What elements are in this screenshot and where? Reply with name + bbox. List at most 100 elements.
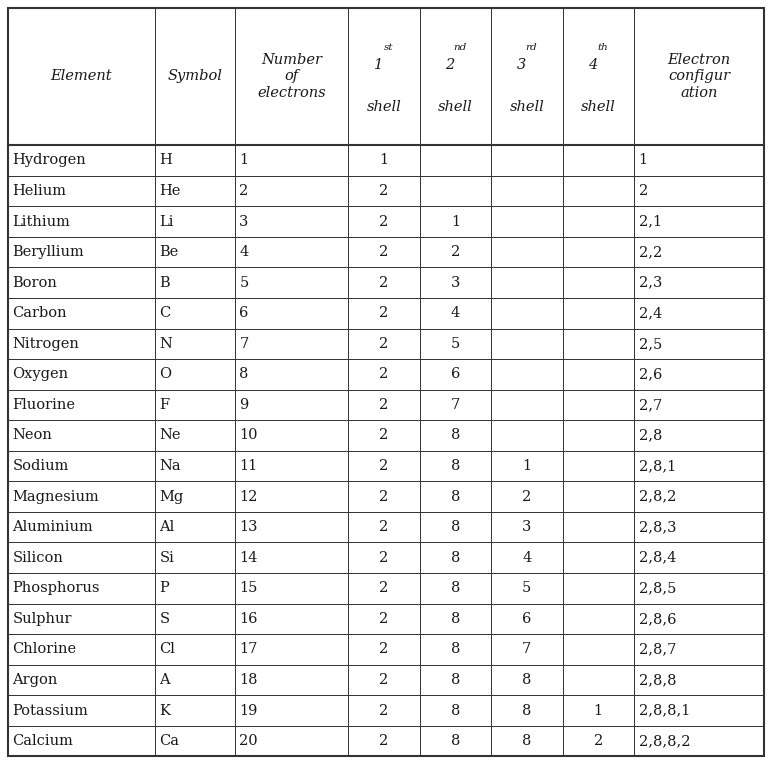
Text: F: F (160, 398, 170, 412)
Bar (491, 726, 563, 756)
Text: 7: 7 (522, 643, 531, 656)
Bar (235, 604, 348, 634)
Bar (235, 573, 348, 604)
Text: Beryllium: Beryllium (12, 245, 84, 259)
Bar (348, 726, 420, 756)
Bar (8, 8, 155, 145)
Bar (563, 359, 634, 390)
Bar (235, 512, 348, 542)
Bar (155, 206, 235, 237)
Bar (420, 604, 491, 634)
Text: Oxygen: Oxygen (12, 367, 69, 381)
Text: 2: 2 (522, 490, 531, 503)
Bar (634, 329, 764, 359)
Text: H: H (160, 154, 172, 167)
Bar (491, 329, 563, 359)
Bar (420, 359, 491, 390)
Bar (348, 298, 420, 329)
Bar (420, 206, 491, 237)
Bar (563, 634, 634, 665)
Bar (348, 604, 420, 634)
Text: 2: 2 (379, 673, 388, 687)
Bar (420, 512, 491, 542)
Bar (155, 176, 235, 206)
Bar (634, 512, 764, 542)
Text: 8: 8 (451, 490, 460, 503)
Text: 6: 6 (239, 306, 249, 320)
Text: 2,5: 2,5 (638, 337, 662, 351)
Text: 2: 2 (379, 276, 388, 290)
Bar (634, 390, 764, 420)
Bar (348, 267, 420, 298)
Bar (563, 206, 634, 237)
Bar (563, 542, 634, 573)
Text: 2,8,8,2: 2,8,8,2 (638, 734, 690, 748)
Text: 2,8,3: 2,8,3 (638, 520, 676, 534)
Bar (155, 573, 235, 604)
Bar (235, 176, 348, 206)
Text: Li: Li (160, 215, 174, 228)
Bar (235, 451, 348, 481)
Bar (235, 390, 348, 420)
Text: 1: 1 (594, 704, 603, 717)
Text: 4: 4 (239, 245, 249, 259)
Bar (420, 176, 491, 206)
Text: 2: 2 (445, 58, 454, 72)
Text: 2,1: 2,1 (638, 215, 662, 228)
Bar (8, 604, 155, 634)
Text: 8: 8 (451, 429, 460, 442)
Bar (634, 145, 764, 176)
Text: 7: 7 (451, 398, 460, 412)
Bar (634, 542, 764, 573)
Bar (491, 298, 563, 329)
Bar (563, 267, 634, 298)
Text: Lithium: Lithium (12, 215, 70, 228)
Text: 2: 2 (379, 337, 388, 351)
Bar (155, 634, 235, 665)
Text: 18: 18 (239, 673, 258, 687)
Text: 2: 2 (379, 520, 388, 534)
Bar (634, 420, 764, 451)
Bar (155, 237, 235, 267)
Text: 2,3: 2,3 (638, 276, 662, 290)
Bar (420, 298, 491, 329)
Text: Na: Na (160, 459, 181, 473)
Text: 12: 12 (239, 490, 258, 503)
Text: 2: 2 (638, 184, 648, 198)
Text: Silicon: Silicon (12, 551, 63, 565)
Text: 2: 2 (379, 459, 388, 473)
Bar (491, 604, 563, 634)
Text: 2: 2 (379, 490, 388, 503)
Bar (235, 542, 348, 573)
Bar (348, 542, 420, 573)
Text: 2,6: 2,6 (638, 367, 662, 381)
Text: 8: 8 (451, 734, 460, 748)
Bar (348, 329, 420, 359)
Bar (634, 665, 764, 695)
Bar (491, 145, 563, 176)
Text: 2: 2 (451, 245, 460, 259)
Bar (348, 359, 420, 390)
Text: 20: 20 (239, 734, 258, 748)
Text: 2: 2 (379, 734, 388, 748)
Text: 6: 6 (522, 612, 531, 626)
Bar (235, 665, 348, 695)
Text: B: B (160, 276, 170, 290)
Bar (420, 329, 491, 359)
Bar (155, 726, 235, 756)
Bar (8, 420, 155, 451)
Text: Number
of
electrons: Number of electrons (257, 53, 326, 99)
Text: 5: 5 (522, 581, 531, 595)
Text: 2,2: 2,2 (638, 245, 662, 259)
Bar (563, 390, 634, 420)
Bar (491, 237, 563, 267)
Text: 8: 8 (522, 704, 531, 717)
Bar (8, 481, 155, 512)
Bar (420, 726, 491, 756)
Bar (348, 8, 420, 145)
Bar (8, 665, 155, 695)
Text: 2: 2 (379, 398, 388, 412)
Text: 1: 1 (451, 215, 460, 228)
Bar (563, 451, 634, 481)
Bar (420, 8, 491, 145)
